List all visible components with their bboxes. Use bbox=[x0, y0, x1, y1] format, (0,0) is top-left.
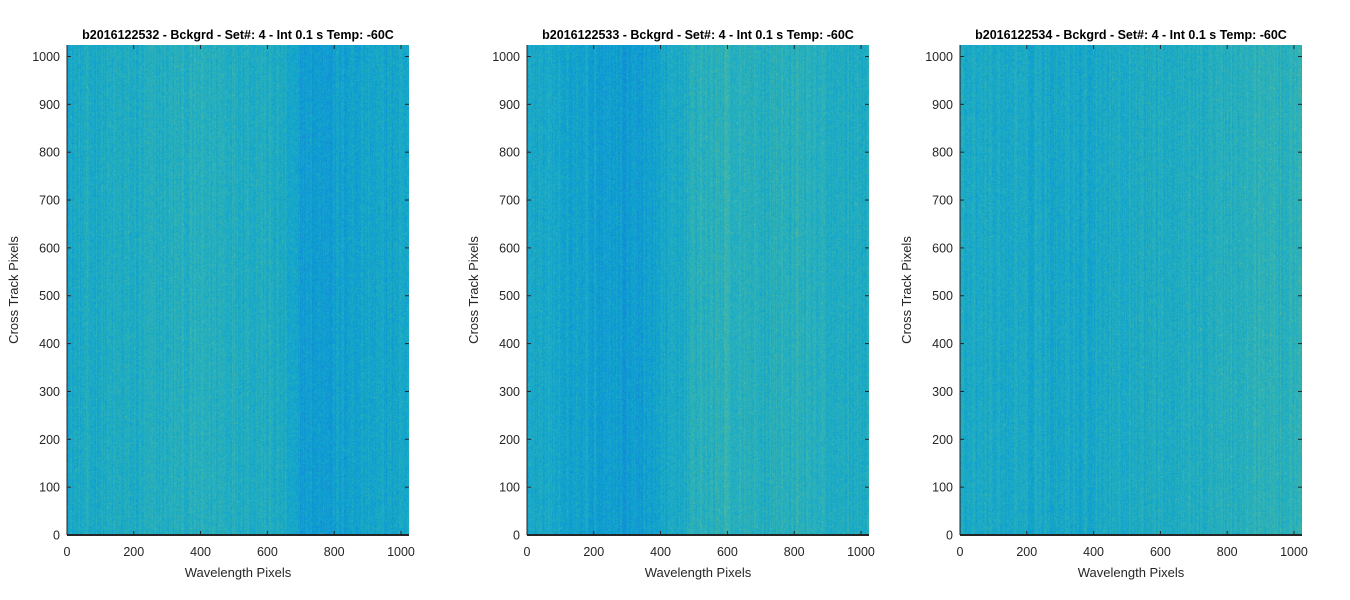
y-tick-label: 800 bbox=[932, 146, 953, 160]
y-tick-label: 900 bbox=[39, 98, 60, 112]
x-tick-label: 0 bbox=[957, 545, 964, 559]
y-tick-label: 500 bbox=[499, 289, 520, 303]
y-tick-label: 300 bbox=[499, 385, 520, 399]
y-tick-label: 100 bbox=[932, 481, 953, 495]
chart-title: b2016122533 - Bckgrd - Set#: 4 - Int 0.1… bbox=[542, 28, 854, 42]
y-tick-label: 800 bbox=[499, 146, 520, 160]
x-tick-label: 400 bbox=[1083, 545, 1104, 559]
y-tick-label: 0 bbox=[513, 529, 520, 543]
chart-title: b2016122534 - Bckgrd - Set#: 4 - Int 0.1… bbox=[975, 28, 1287, 42]
x-tick-label: 1000 bbox=[387, 545, 415, 559]
y-tick-label: 100 bbox=[39, 481, 60, 495]
y-tick-label: 400 bbox=[932, 337, 953, 351]
y-axis-label: Cross Track Pixels bbox=[466, 236, 481, 344]
heatmap-image bbox=[67, 45, 409, 535]
x-tick-label: 200 bbox=[583, 545, 604, 559]
x-axis-label: Wavelength Pixels bbox=[645, 565, 752, 580]
y-tick-label: 900 bbox=[499, 98, 520, 112]
y-tick-label: 300 bbox=[39, 385, 60, 399]
chart-svg: b2016122532 - Bckgrd - Set#: 4 - Int 0.1… bbox=[6, 28, 415, 580]
y-tick-label: 1000 bbox=[32, 50, 60, 64]
x-axis-label: Wavelength Pixels bbox=[185, 565, 292, 580]
heatmap-image bbox=[960, 45, 1302, 535]
y-tick-label: 700 bbox=[499, 194, 520, 208]
y-tick-label: 1000 bbox=[925, 50, 953, 64]
x-tick-label: 800 bbox=[784, 545, 805, 559]
y-axis-label: Cross Track Pixels bbox=[6, 236, 21, 344]
y-tick-label: 500 bbox=[39, 289, 60, 303]
y-tick-label: 700 bbox=[932, 194, 953, 208]
y-tick-label: 1000 bbox=[492, 50, 520, 64]
y-tick-label: 400 bbox=[39, 337, 60, 351]
y-tick-label: 200 bbox=[499, 433, 520, 447]
y-tick-label: 400 bbox=[499, 337, 520, 351]
y-tick-label: 800 bbox=[39, 146, 60, 160]
x-tick-label: 600 bbox=[257, 545, 278, 559]
x-axis-label: Wavelength Pixels bbox=[1078, 565, 1185, 580]
y-tick-label: 0 bbox=[946, 529, 953, 543]
y-tick-label: 500 bbox=[932, 289, 953, 303]
y-axis-label: Cross Track Pixels bbox=[899, 236, 914, 344]
x-tick-label: 200 bbox=[123, 545, 144, 559]
x-tick-label: 600 bbox=[717, 545, 738, 559]
y-tick-label: 900 bbox=[932, 98, 953, 112]
chart-svg: b2016122534 - Bckgrd - Set#: 4 - Int 0.1… bbox=[899, 28, 1308, 580]
y-tick-label: 200 bbox=[39, 433, 60, 447]
x-tick-label: 400 bbox=[190, 545, 211, 559]
y-tick-label: 600 bbox=[39, 241, 60, 255]
x-tick-label: 0 bbox=[64, 545, 71, 559]
x-tick-label: 0 bbox=[524, 545, 531, 559]
x-tick-label: 1000 bbox=[847, 545, 875, 559]
y-tick-label: 0 bbox=[53, 529, 60, 543]
x-tick-label: 600 bbox=[1150, 545, 1171, 559]
y-tick-label: 600 bbox=[932, 241, 953, 255]
x-tick-label: 800 bbox=[324, 545, 345, 559]
y-tick-label: 200 bbox=[932, 433, 953, 447]
y-tick-label: 700 bbox=[39, 194, 60, 208]
x-tick-label: 400 bbox=[650, 545, 671, 559]
x-tick-label: 200 bbox=[1016, 545, 1037, 559]
y-tick-label: 600 bbox=[499, 241, 520, 255]
chart-panel-2: b2016122533 - Bckgrd - Set#: 4 - Int 0.1… bbox=[460, 0, 910, 600]
y-tick-label: 100 bbox=[499, 481, 520, 495]
chart-panel-3: b2016122534 - Bckgrd - Set#: 4 - Int 0.1… bbox=[893, 0, 1343, 600]
chart-title: b2016122532 - Bckgrd - Set#: 4 - Int 0.1… bbox=[82, 28, 394, 42]
x-tick-label: 1000 bbox=[1280, 545, 1308, 559]
x-tick-label: 800 bbox=[1217, 545, 1238, 559]
y-tick-label: 300 bbox=[932, 385, 953, 399]
chart-svg: b2016122533 - Bckgrd - Set#: 4 - Int 0.1… bbox=[466, 28, 875, 580]
chart-panel-1: b2016122532 - Bckgrd - Set#: 4 - Int 0.1… bbox=[0, 0, 450, 600]
heatmap-image bbox=[527, 45, 869, 535]
